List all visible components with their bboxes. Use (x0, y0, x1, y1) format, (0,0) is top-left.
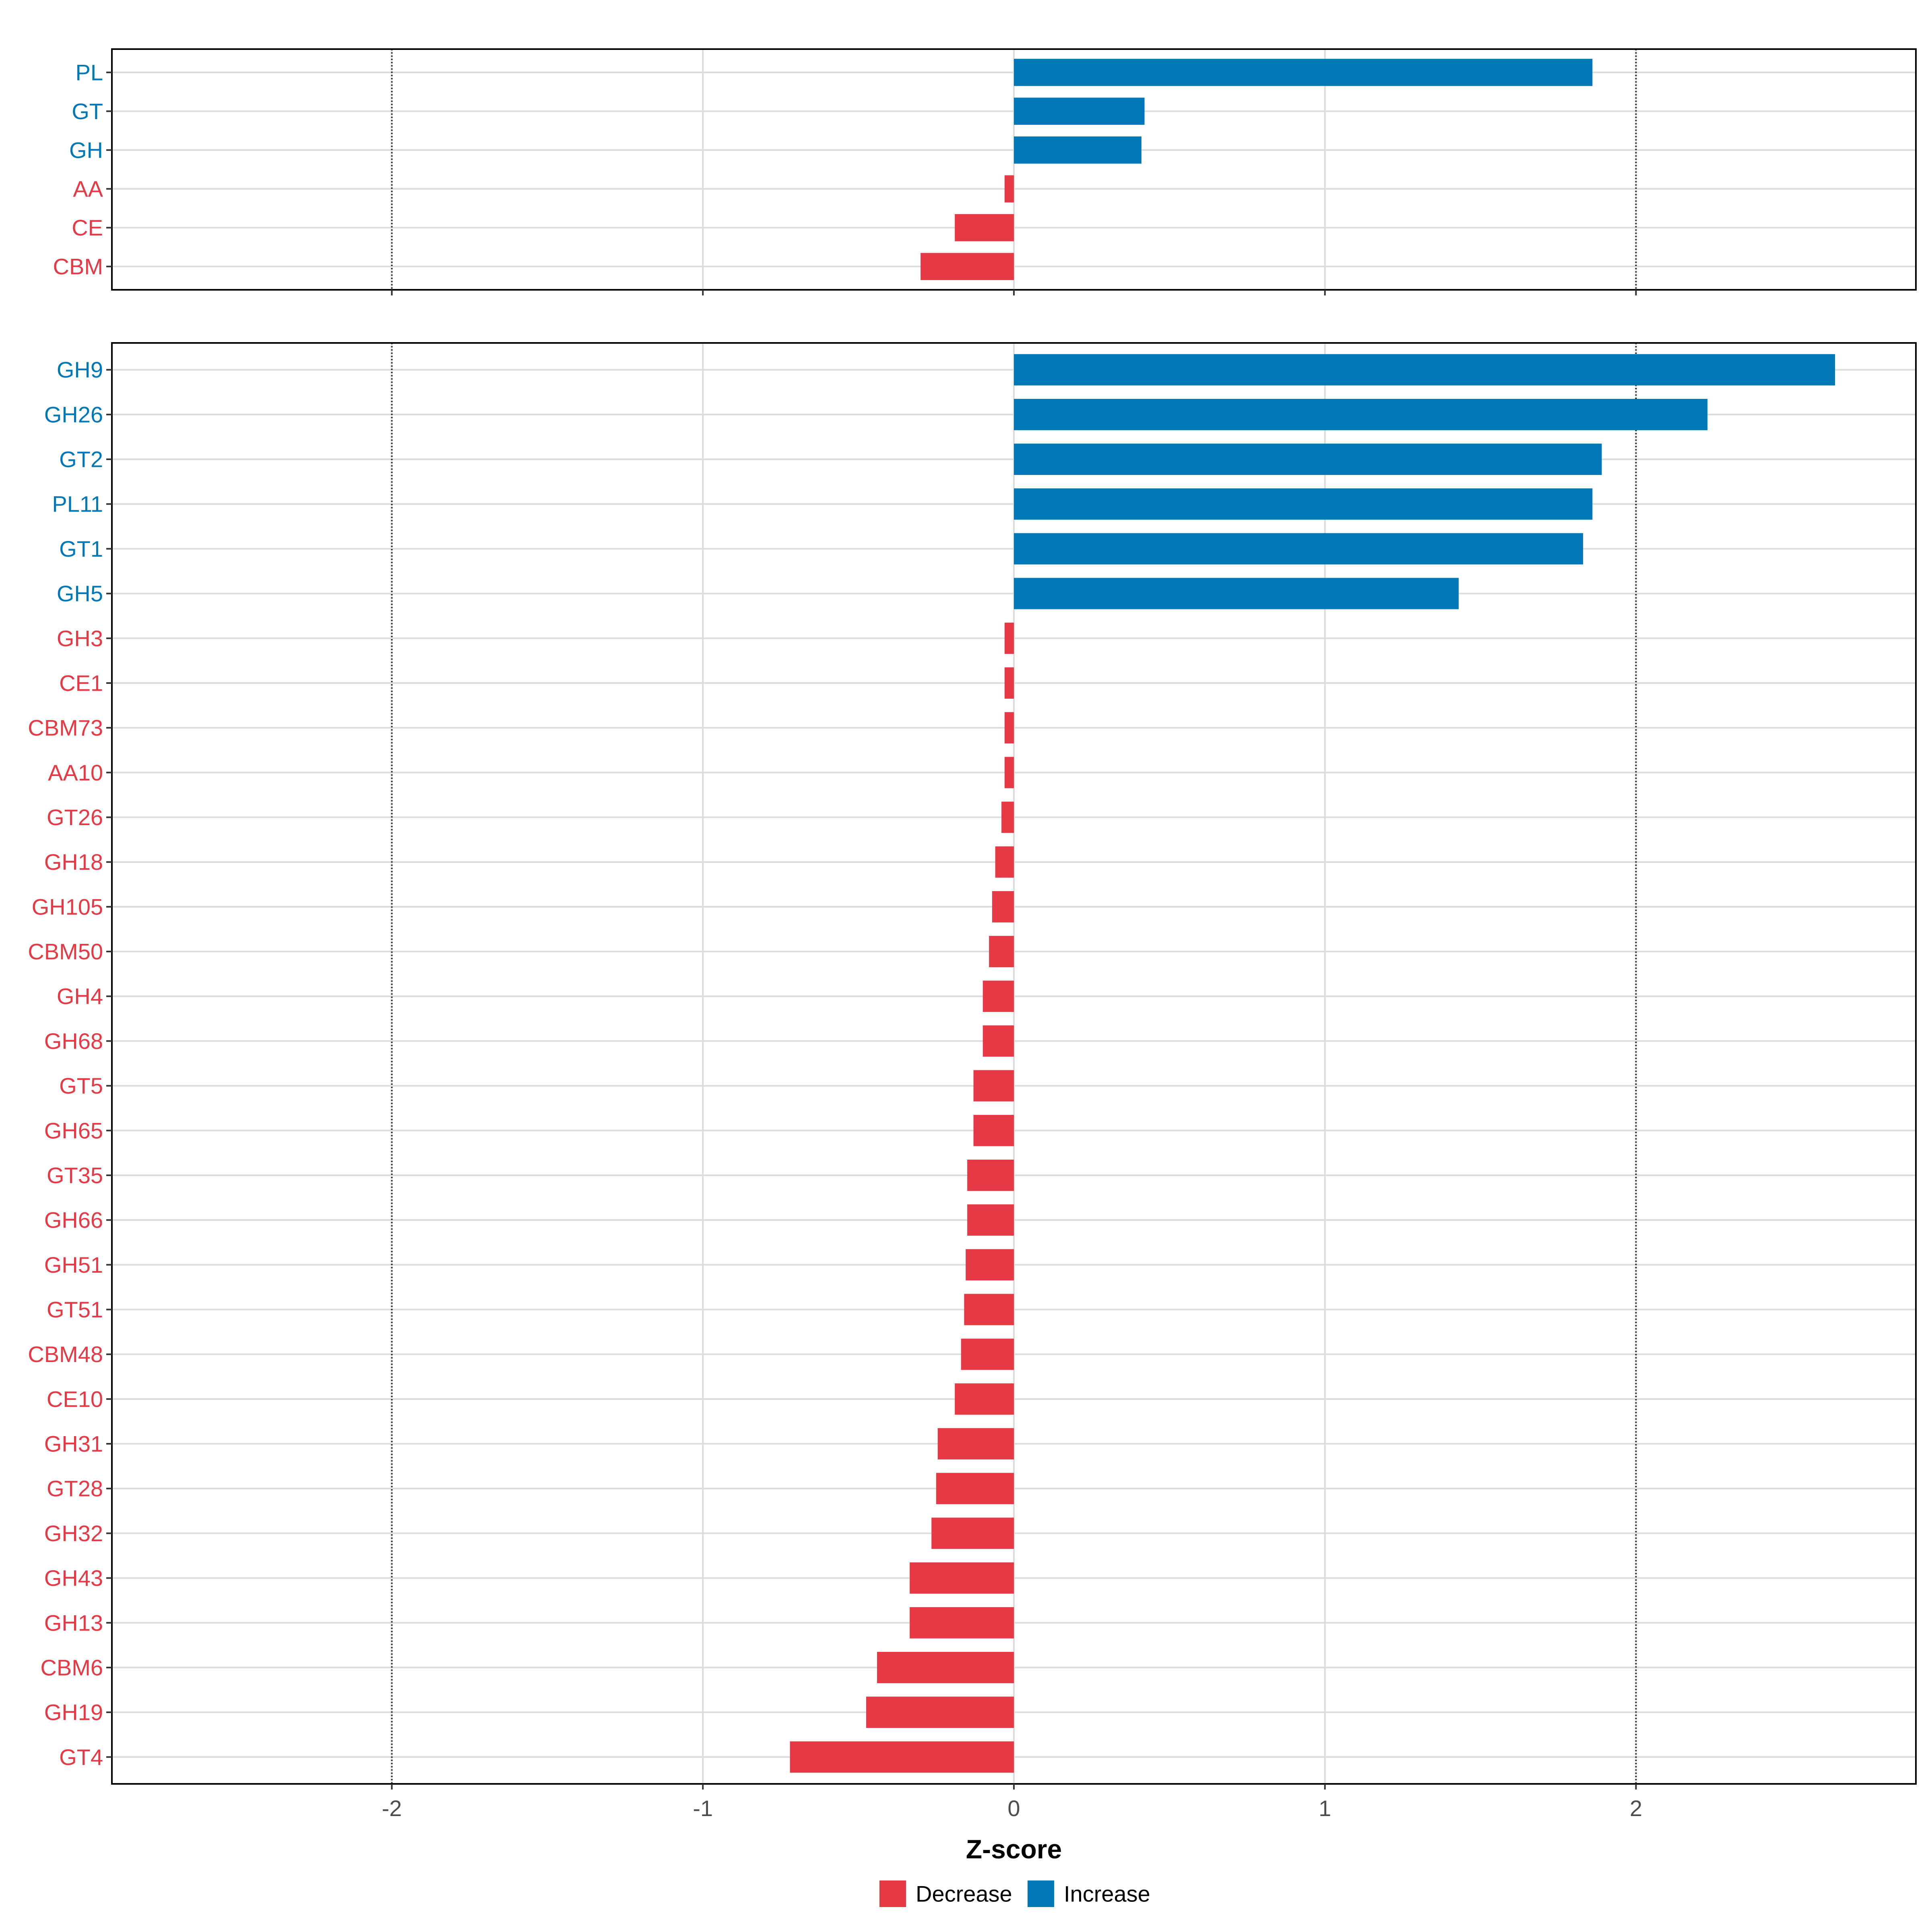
y-tick-label: GH43 (44, 1565, 103, 1591)
x-axis: Z-score -2 -1 0 1 2 (382, 1796, 1643, 1864)
bar-gh68 (983, 1025, 1014, 1057)
bar-ce1 (1004, 667, 1014, 699)
y-tick-label: GH9 (57, 357, 103, 382)
y-tick-label: GH105 (32, 894, 103, 919)
y-tick-label: CBM48 (28, 1342, 103, 1367)
y-tick-label: AA10 (48, 760, 103, 785)
y-tick-label: GH3 (57, 625, 103, 651)
bar-gh19 (866, 1697, 1014, 1728)
y-tick-label: CE10 (47, 1386, 103, 1412)
y-tick-label: GH19 (44, 1700, 103, 1725)
y-tick-label: AA (73, 176, 103, 202)
bar-gh26 (1014, 398, 1708, 430)
bar-gh65 (973, 1115, 1014, 1146)
panels: PL GT GH AA CE CBM GH9 GH26 GT2 PL11 GT1 GH5 GH3 CE1 C… (28, 48, 1917, 1790)
bar-gt51 (964, 1294, 1014, 1325)
x-axis-title: Z-score (966, 1834, 1062, 1864)
x-tick-label: 1 (1319, 1796, 1331, 1821)
y-tick-label: GH51 (44, 1252, 103, 1278)
y-tick-label: GH68 (44, 1028, 103, 1054)
y-tick-label: GT2 (59, 447, 103, 472)
y-tick-label: CBM73 (28, 715, 103, 741)
legend-key-decrease (879, 1880, 906, 1907)
bar-cbm (921, 253, 1014, 280)
bar-gh31 (937, 1428, 1014, 1459)
bar-gt (1014, 97, 1145, 125)
y-tick-label: PL11 (52, 491, 103, 517)
bar-cbm6 (877, 1652, 1014, 1683)
y-tick-label: CE1 (59, 670, 103, 696)
y-tick-label: GH (69, 137, 103, 163)
bar-aa (1004, 175, 1014, 202)
bar-gh43 (910, 1562, 1014, 1594)
bar-gt5 (973, 1070, 1014, 1102)
bar-gh4 (983, 980, 1014, 1012)
y-tick-label: GH18 (44, 849, 103, 875)
bar-pl (1014, 59, 1593, 86)
bar-cbm48 (961, 1338, 1014, 1370)
bar-cbm73 (1004, 712, 1014, 744)
bar-gh66 (967, 1204, 1014, 1236)
y-tick-label: GT5 (59, 1073, 103, 1098)
y-tick-label: GT1 (59, 536, 103, 561)
bar-ce (955, 214, 1014, 242)
y-tick-label: GT51 (47, 1297, 103, 1322)
bar-gh9 (1014, 354, 1835, 386)
y-tick-label: PL (76, 60, 103, 85)
y-tick-label: GH5 (57, 581, 103, 606)
y-tick-label: GH32 (44, 1521, 103, 1546)
bar-gt4 (790, 1741, 1014, 1773)
y-tick-label: GH66 (44, 1208, 103, 1233)
y-tick-label: GT26 (47, 805, 103, 830)
bar-gh51 (966, 1249, 1014, 1281)
bar-gh13 (910, 1607, 1014, 1639)
bar-gh5 (1014, 578, 1459, 609)
bar-gh105 (992, 891, 1014, 923)
y-tick-label: GH65 (44, 1118, 103, 1143)
y-tick-label: GH13 (44, 1610, 103, 1635)
bar-pl11 (1014, 488, 1593, 520)
y-tick-label: GH4 (57, 984, 103, 1009)
bar-cbm50 (989, 936, 1014, 967)
y-tick-label: CBM6 (40, 1655, 103, 1680)
y-tick-label: GT4 (59, 1744, 103, 1770)
y-tick-label: GT35 (47, 1162, 103, 1188)
bar-gh32 (931, 1517, 1014, 1549)
bar-gh (1014, 136, 1141, 164)
panel-family-level: GH9 GH26 GT2 PL11 GT1 GH5 GH3 CE1 CBM73 AA10 GT26 G… (28, 342, 1917, 1790)
bar-gh18 (995, 846, 1014, 878)
bar-gt1 (1014, 533, 1583, 565)
legend-label-increase: Increase (1064, 1881, 1150, 1907)
x-tick-label: 2 (1630, 1796, 1642, 1821)
y-tick-label: GT (72, 99, 103, 124)
legend-label-decrease: Decrease (916, 1881, 1012, 1907)
bar-gt28 (936, 1473, 1014, 1505)
x-tick-label: -2 (382, 1796, 402, 1821)
y-tick-label: CBM50 (28, 939, 103, 964)
y-tick-label: GH26 (44, 402, 103, 427)
y-tick-label: GH31 (44, 1431, 103, 1457)
y-tick-label: CBM (53, 254, 103, 279)
bar-gt35 (967, 1160, 1014, 1191)
bar-ce10 (955, 1383, 1014, 1415)
bar-gt26 (1001, 801, 1014, 833)
bar-aa10 (1004, 757, 1014, 788)
legend-key-increase (1028, 1880, 1054, 1907)
x-tick-label: -1 (693, 1796, 713, 1821)
bar-gh3 (1004, 622, 1014, 654)
y-tick-label: GT28 (47, 1476, 103, 1501)
legend: Decrease Increase (879, 1880, 1150, 1907)
panel-class-level: PL GT GH AA CE CBM (53, 48, 1917, 295)
bar-gt2 (1014, 444, 1602, 475)
x-tick-label: 0 (1007, 1796, 1020, 1821)
y-tick-label: CE (72, 215, 103, 240)
